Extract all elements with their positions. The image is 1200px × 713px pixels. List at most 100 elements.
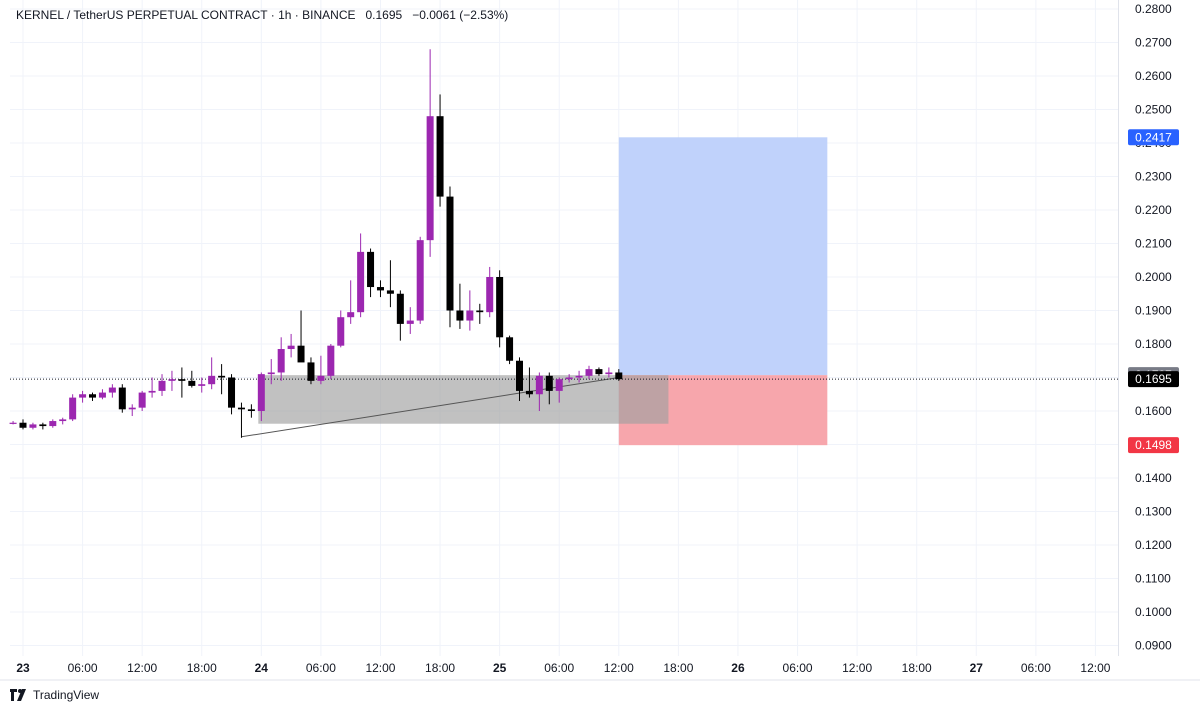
time-axis-tick-label: 18:00 [425,661,455,675]
candle-body [357,251,365,313]
candle-body [486,277,494,313]
candle-body [118,387,126,410]
time-axis-tick-label: 18:00 [663,661,693,675]
price-axis-tick-label: 0.2600 [1135,69,1172,83]
candle-body [615,372,623,380]
price-axis-tick-label: 0.2200 [1135,203,1172,217]
support-zone [258,375,669,424]
candle-body [89,394,97,398]
tradingview-branding[interactable]: TradingView [10,686,99,704]
candle-body [237,407,245,410]
candle-body [327,345,335,376]
time-axis-tick-label: 24 [255,661,269,675]
candle-body [565,377,573,380]
candle-body [406,320,414,324]
price-axis-tick-label: 0.2700 [1135,36,1172,50]
price-axis-tick-label: 0.1900 [1135,304,1172,318]
candle-body [267,372,275,375]
price-axis-tick-label: 0.2800 [1135,2,1172,16]
candle-body [416,240,424,321]
tradingview-brand-text: TradingView [33,688,100,702]
candle-body [138,392,146,408]
candle-body [466,310,474,321]
price-axis-tick-label: 0.1100 [1135,572,1171,586]
candle-body [19,422,27,428]
candle-body [168,379,176,381]
candle-body [376,287,384,291]
stop-price-label: 0.1498 [1135,438,1172,452]
candle-body [386,290,394,294]
time-axis-tick-label: 26 [731,661,745,675]
candle-body [476,310,484,313]
price-change: −0.0061 (−2.53%) [412,8,509,22]
price-axis-tick-label: 0.1200 [1135,538,1172,552]
candle-body [367,251,375,288]
candle-body [59,419,67,422]
time-axis-tick-label: 12:00 [365,661,395,675]
price-axis-tick-label: 0.2100 [1135,237,1172,251]
time-axis-tick-label: 12:00 [842,661,872,675]
candle-body [198,384,206,386]
time-axis-tick-label: 06:00 [1021,661,1051,675]
candle-body [525,390,533,395]
candle-body [247,409,255,411]
candle-body [436,116,444,197]
price-axis-tick-label: 0.2000 [1135,270,1172,284]
candle-body [506,337,514,361]
candle-body [317,375,325,381]
interval-label[interactable]: 1h [278,8,292,22]
price-axis-tick-label: 0.2500 [1135,103,1172,117]
time-axis-tick-label: 18:00 [902,661,932,675]
candle-body [98,392,106,398]
candle-body [148,390,156,393]
symbol-title[interactable]: KERNEL / TetherUS PERPETUAL CONTRACT [16,8,268,22]
time-axis-tick-label: 12:00 [1080,661,1110,675]
chart-header: KERNEL / TetherUS PERPETUAL CONTRACT · 1… [16,8,509,22]
price-axis-tick-label: 0.1800 [1135,337,1172,351]
target-price-label: 0.2417 [1135,130,1172,144]
candle-body [535,375,543,395]
price-axis-tick-label: 0.1400 [1135,471,1172,485]
price-axis-tick-label: 0.2300 [1135,170,1172,184]
time-axis-tick-label: 12:00 [604,661,634,675]
candle-body [545,375,553,391]
candle-body [277,349,285,373]
candle-body [228,377,236,408]
candle-body [218,375,226,378]
time-axis-tick-label: 23 [16,661,30,675]
candle-body [188,380,196,386]
time-axis-tick-label: 06:00 [306,661,336,675]
time-axis-tick-label: 12:00 [127,661,157,675]
candle-body [575,375,583,378]
target-price-label-bg [1128,129,1179,146]
price-axis-tick-label: 0.1000 [1135,605,1172,619]
candle-body [128,407,136,410]
candle-body [337,317,345,346]
tradingview-logo-icon [10,689,26,701]
exchange-label: BINANCE [302,8,356,22]
last-price-label-bg [1128,371,1179,388]
candle-body [446,196,454,311]
candle-body [29,424,37,428]
candle-body [108,387,116,393]
current-price: 0.1695 [365,8,403,22]
candle-body [456,310,464,321]
target-zone [618,137,828,376]
candle-body [347,312,355,318]
stop-price-label-bg [1128,437,1179,454]
candle-body [516,360,523,391]
time-axis-tick-label: 27 [970,661,984,675]
candle-body [297,345,305,363]
candle-body [69,397,77,420]
candle-body [158,380,166,391]
candle-body [496,277,504,338]
candle-body [49,421,57,427]
candle-body [396,293,404,324]
time-axis-tick-label: 06:00 [544,661,574,675]
candle-body [585,369,593,376]
price-axis-tick-label: 0.1600 [1135,404,1172,418]
time-axis-tick-label: 18:00 [187,661,217,675]
candle-body [208,375,216,385]
